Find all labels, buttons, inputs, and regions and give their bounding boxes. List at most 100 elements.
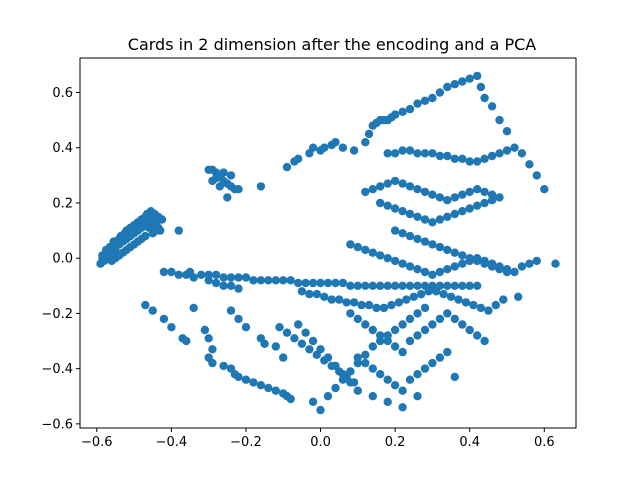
- data-point: [394, 298, 404, 307]
- data-point: [405, 182, 415, 191]
- data-point: [294, 320, 303, 329]
- data-point: [450, 193, 459, 202]
- data-point: [443, 281, 452, 290]
- data-point: [376, 370, 385, 379]
- data-point: [502, 127, 512, 136]
- data-point: [219, 273, 228, 282]
- data-point: [443, 212, 452, 221]
- x-tick-label: 0.4: [459, 435, 480, 450]
- data-point: [234, 284, 243, 293]
- data-point: [465, 157, 474, 166]
- data-point: [376, 251, 385, 260]
- data-point: [458, 259, 467, 268]
- y-axis: −0.6 −0.4 −0.2 0.0 0.2 0.4 0.6: [41, 86, 80, 432]
- data-point: [346, 367, 355, 376]
- data-point: [413, 331, 422, 340]
- data-point: [383, 281, 392, 290]
- data-point: [443, 309, 452, 318]
- data-point: [420, 149, 430, 158]
- data-point: [428, 190, 437, 199]
- data-point: [424, 287, 433, 296]
- data-point: [461, 298, 471, 307]
- data-point: [256, 182, 266, 191]
- data-point: [376, 198, 385, 208]
- data-point: [420, 325, 430, 335]
- data-point: [473, 201, 482, 210]
- data-point: [458, 251, 467, 260]
- data-point: [398, 179, 407, 188]
- data-points: [96, 71, 560, 415]
- data-point: [331, 361, 340, 371]
- data-point: [137, 234, 146, 244]
- data-point: [294, 154, 303, 163]
- data-point: [368, 325, 377, 335]
- data-point: [487, 102, 497, 111]
- data-point: [308, 278, 318, 288]
- data-point: [510, 267, 519, 277]
- data-point: [532, 256, 541, 266]
- data-point: [390, 149, 400, 158]
- data-point: [458, 190, 467, 199]
- data-point: [290, 334, 299, 343]
- data-point: [502, 146, 512, 155]
- data-point: [454, 295, 463, 304]
- data-point: [271, 276, 280, 285]
- data-point: [458, 281, 467, 290]
- data-point: [450, 80, 459, 89]
- data-point: [480, 154, 489, 163]
- data-point: [480, 256, 489, 266]
- data-point: [432, 287, 441, 296]
- data-point: [450, 262, 459, 271]
- data-point: [361, 138, 370, 147]
- data-point: [390, 226, 400, 235]
- data-point: [383, 397, 392, 406]
- data-point: [420, 303, 430, 313]
- data-point: [435, 88, 445, 97]
- data-point: [308, 336, 318, 346]
- data-point: [376, 336, 385, 346]
- data-point: [465, 281, 474, 290]
- data-point: [331, 383, 340, 393]
- data-point: [402, 295, 411, 304]
- data-point: [465, 256, 474, 266]
- data-point: [368, 364, 377, 373]
- data-point: [361, 358, 370, 368]
- data-point: [279, 276, 288, 285]
- data-point: [226, 281, 236, 290]
- data-point: [428, 270, 437, 279]
- data-point: [316, 345, 325, 354]
- data-point: [450, 372, 459, 382]
- data-point: [420, 187, 430, 197]
- data-point: [368, 281, 377, 290]
- data-point: [390, 281, 400, 290]
- data-point: [226, 273, 236, 282]
- data-point: [327, 295, 336, 304]
- data-point: [226, 171, 236, 180]
- data-point: [398, 281, 407, 290]
- data-point: [465, 74, 474, 83]
- data-point: [368, 342, 377, 351]
- data-point: [271, 386, 280, 395]
- data-point: [200, 325, 210, 335]
- data-point: [211, 278, 221, 288]
- data-point: [219, 281, 228, 290]
- data-point: [275, 323, 284, 332]
- data-point: [294, 278, 303, 288]
- data-point: [420, 215, 430, 224]
- data-point: [349, 298, 359, 307]
- data-point: [174, 226, 183, 235]
- data-point: [413, 149, 422, 158]
- data-point: [413, 234, 422, 244]
- data-point: [260, 339, 269, 348]
- data-point: [353, 386, 362, 395]
- data-point: [361, 245, 370, 255]
- data-point: [204, 276, 213, 285]
- data-point: [390, 381, 400, 390]
- data-point: [487, 259, 497, 268]
- data-point: [338, 278, 348, 288]
- data-point: [323, 353, 333, 362]
- data-point: [398, 207, 407, 216]
- data-point: [122, 245, 131, 255]
- data-point: [499, 295, 508, 304]
- data-point: [428, 218, 437, 227]
